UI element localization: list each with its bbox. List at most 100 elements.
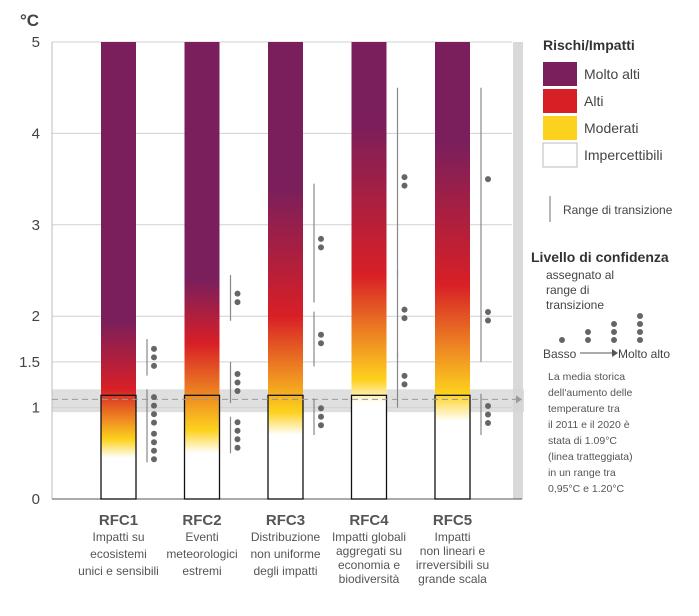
legend-label-undetectable: Impercettibili <box>584 147 663 163</box>
confidence-dot <box>485 411 491 418</box>
confidence-dot <box>234 436 241 443</box>
confidence-scale-dot <box>559 337 565 343</box>
confidence-dot <box>318 331 324 338</box>
confidence-dot <box>401 182 408 189</box>
historical-note-line: (linea tratteggiata) <box>548 451 633 463</box>
legend-label-moderate: Moderati <box>584 120 638 136</box>
category-label-rfc3: RFC3 <box>266 512 305 529</box>
confidence-arrow-head <box>612 349 618 357</box>
category-description: grande scala <box>418 572 487 586</box>
y-tick-label: 3 <box>32 217 40 234</box>
confidence-dot <box>151 419 157 426</box>
legend-title: Rischi/Impatti <box>543 37 635 53</box>
legend-transition-label: Range di transizione <box>563 203 673 217</box>
category-label-rfc5: RFC5 <box>433 512 472 529</box>
confidence-dot <box>151 439 157 446</box>
y-tick-label: 1.5 <box>19 354 40 371</box>
legend-swatch-very-high <box>543 62 577 86</box>
risk-bar-rfc2 <box>184 42 220 499</box>
confidence-scale-dot <box>611 337 617 343</box>
confidence-dot <box>234 427 241 434</box>
y-tick-label: 1 <box>32 400 40 417</box>
confidence-dot <box>151 411 157 418</box>
category-description: Impatti su <box>92 530 144 544</box>
category-description: non lineari e <box>420 544 486 558</box>
confidence-dot <box>485 308 491 315</box>
bar-baseline-outline <box>434 394 471 500</box>
confidence-dot <box>318 405 324 412</box>
confidence-dot <box>151 402 157 409</box>
confidence-dot <box>485 402 491 409</box>
confidence-dot <box>151 362 157 369</box>
confidence-scale-dot <box>611 329 617 335</box>
confidence-dot <box>401 174 408 181</box>
category-label-rfc1: RFC1 <box>99 512 138 529</box>
confidence-dot <box>234 299 241 306</box>
risk-bars <box>52 42 522 500</box>
confidence-scale-dot <box>585 337 591 343</box>
confidence-scale-dot <box>637 313 643 319</box>
legend-swatch-undetectable <box>542 142 578 168</box>
historical-note-line: stata di 1.09°C <box>548 435 617 447</box>
historical-note-line: il 2011 e il 2020 è <box>548 419 630 431</box>
risk-bar-rfc1 <box>101 42 136 499</box>
confidence-dot <box>485 419 491 426</box>
category-description: estremi <box>182 564 221 578</box>
confidence-dot <box>151 394 157 401</box>
confidence-subtitle: range di <box>546 283 589 297</box>
confidence-scale-dot <box>611 321 617 327</box>
confidence-dot <box>318 340 324 347</box>
confidence-dot <box>234 370 241 377</box>
confidence-scale-dot <box>637 337 643 343</box>
category-description: unici e sensibili <box>78 564 159 578</box>
confidence-dot <box>318 422 324 429</box>
confidence-dot <box>401 381 408 388</box>
transition-ranges <box>146 87 491 463</box>
confidence-scale-dot <box>637 321 643 327</box>
legend-label-high: Alti <box>584 93 603 109</box>
confidence-dot <box>401 306 408 313</box>
legend-swatch-moderate <box>543 116 577 140</box>
confidence-scale-dot <box>637 329 643 335</box>
category-label-rfc4: RFC4 <box>349 512 389 529</box>
risk-bar-rfc5 <box>435 42 470 499</box>
category-description: economia e <box>338 558 400 572</box>
historical-note-line: 0,95°C e 1.20°C <box>548 483 625 495</box>
confidence-title: Livello di confidenza <box>531 249 669 265</box>
category-description: irreversibili su <box>416 558 489 572</box>
category-description: Distribuzione <box>251 530 321 544</box>
confidence-dot <box>234 290 241 297</box>
confidence-dot <box>151 345 157 352</box>
y-axis-unit-label: °C <box>20 11 39 30</box>
bar-baseline-outline <box>267 394 304 500</box>
category-description: meteorologici <box>166 547 237 561</box>
confidence-dot <box>151 354 157 361</box>
category-description: ecosistemi <box>90 547 147 561</box>
category-description: Impatti <box>434 530 470 544</box>
historical-note-line: dell'aumento delle <box>548 387 632 399</box>
category-description: Impatti globali <box>332 530 406 544</box>
category-description: aggregati su <box>336 544 402 558</box>
confidence-dot <box>151 447 157 454</box>
risk-bar-rfc3 <box>268 42 303 499</box>
confidence-subtitle: assegnato al <box>546 268 614 282</box>
confidence-scale-dot <box>585 329 591 335</box>
confidence-high-label: Molto alto <box>618 347 670 361</box>
confidence-dot <box>318 244 324 251</box>
category-description: Eventi <box>185 530 218 544</box>
side-strip <box>513 42 523 499</box>
risk-bar-rfc4 <box>351 42 387 499</box>
confidence-dot <box>485 176 491 183</box>
historical-note-line: temperature tra <box>548 403 620 415</box>
historical-note-line: in un range tra <box>548 467 616 479</box>
confidence-subtitle: transizione <box>546 298 604 312</box>
confidence-dot <box>151 430 157 437</box>
confidence-dot <box>318 413 324 420</box>
confidence-dot <box>401 315 408 322</box>
y-tick-label: 5 <box>32 34 40 51</box>
legend: Rischi/Impatti Molto alti Alti Moderati Impe… <box>531 37 673 495</box>
category-description: degli impatti <box>253 564 317 578</box>
category-label-rfc2: RFC2 <box>182 512 221 529</box>
